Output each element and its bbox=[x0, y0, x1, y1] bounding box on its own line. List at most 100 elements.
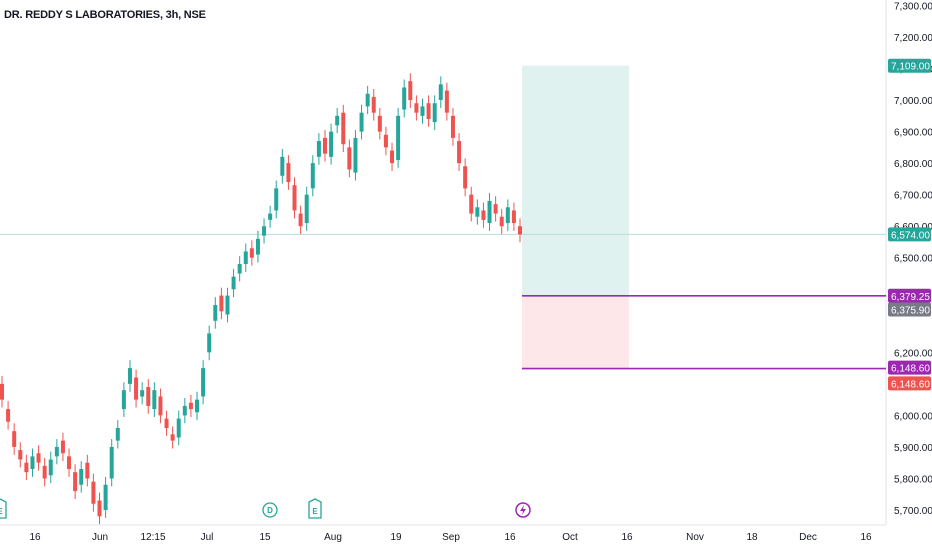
upper-line-price-tag-bg bbox=[888, 288, 931, 303]
candle-body bbox=[450, 115, 455, 138]
candle-body bbox=[188, 402, 193, 410]
candle-body bbox=[316, 141, 321, 157]
candle-body bbox=[12, 431, 17, 447]
candle-body bbox=[499, 216, 504, 227]
candle-body bbox=[255, 238, 260, 255]
candle-body bbox=[243, 251, 248, 265]
candle-body bbox=[444, 90, 449, 113]
candle bbox=[12, 423, 17, 455]
candle bbox=[73, 464, 78, 499]
candle bbox=[298, 205, 303, 235]
candle bbox=[499, 208, 504, 235]
candle bbox=[48, 451, 53, 484]
candle bbox=[268, 205, 273, 228]
candle-body bbox=[30, 456, 35, 470]
x-tick-label: Jul bbox=[201, 532, 214, 543]
x-tick-label: Dec bbox=[799, 532, 817, 543]
candle bbox=[0, 375, 4, 408]
dividend-marker-letter: D bbox=[267, 506, 273, 515]
candle bbox=[152, 382, 157, 417]
candle bbox=[390, 142, 395, 172]
x-tick-label: Aug bbox=[324, 532, 342, 543]
candle-body bbox=[487, 200, 492, 224]
candle bbox=[146, 379, 151, 414]
upper-line-price-tag: 6,379.25 bbox=[891, 292, 930, 303]
earnings-event-icon[interactable]: E bbox=[0, 498, 7, 519]
candle bbox=[286, 155, 291, 190]
x-tick-label: 15 bbox=[259, 532, 271, 543]
entry-price-tag: 6,375.90 bbox=[891, 305, 930, 316]
candle bbox=[347, 139, 352, 178]
candle-body bbox=[408, 81, 413, 101]
candle bbox=[310, 155, 315, 197]
candle-body bbox=[73, 472, 78, 492]
dividend-event-icon[interactable]: D bbox=[262, 502, 278, 518]
y-tick-label: 7,300.00 bbox=[894, 1, 932, 12]
candle-body bbox=[36, 453, 41, 463]
candle bbox=[54, 439, 59, 465]
candle-body bbox=[0, 383, 4, 400]
candle bbox=[518, 218, 522, 243]
candle-body bbox=[79, 469, 84, 485]
candle-body bbox=[298, 213, 303, 227]
flash-event-icon[interactable] bbox=[515, 502, 531, 518]
candle bbox=[438, 76, 443, 108]
candle-body bbox=[85, 462, 90, 479]
candle-body bbox=[249, 248, 254, 258]
candle-body bbox=[237, 264, 242, 274]
candle-body bbox=[54, 446, 59, 457]
target-price-tag: 7,109.00 bbox=[891, 62, 930, 73]
candle bbox=[493, 196, 498, 222]
chart-title: DR. REDDY S LABORATORIES, 3h, NSE bbox=[4, 9, 206, 21]
candle bbox=[237, 256, 242, 282]
dividend-marker-circle bbox=[262, 502, 278, 518]
candle-body bbox=[518, 226, 522, 235]
stop-zone[interactable] bbox=[522, 296, 629, 369]
x-tick-label: Sep bbox=[442, 532, 460, 543]
x-tick-label: 16 bbox=[29, 532, 41, 543]
y-tick-label: 5,700.00 bbox=[894, 506, 932, 517]
candle bbox=[115, 420, 120, 449]
candle bbox=[450, 107, 455, 146]
candle bbox=[231, 268, 236, 298]
y-tick-label: 6,700.00 bbox=[894, 191, 932, 202]
candle bbox=[195, 391, 200, 421]
candle-body bbox=[18, 450, 23, 460]
candle bbox=[85, 454, 90, 487]
target-zone[interactable] bbox=[522, 65, 629, 297]
candle-body bbox=[469, 194, 474, 214]
candle bbox=[207, 325, 212, 361]
candle-body bbox=[195, 399, 200, 413]
candle-body bbox=[463, 166, 468, 189]
candle bbox=[341, 104, 346, 153]
candle-body bbox=[231, 276, 236, 290]
candle-body bbox=[286, 163, 291, 183]
candle bbox=[225, 287, 230, 323]
x-tick-label: 18 bbox=[746, 532, 758, 543]
candle-body bbox=[127, 368, 132, 384]
candle-body bbox=[432, 103, 437, 123]
earnings-event-icon[interactable]: E bbox=[308, 498, 322, 519]
candle bbox=[292, 177, 297, 219]
candle bbox=[243, 243, 248, 272]
candle bbox=[329, 123, 334, 165]
candle bbox=[67, 448, 72, 477]
candle-body bbox=[511, 210, 516, 224]
candle-body bbox=[475, 207, 480, 217]
candle-body bbox=[213, 305, 218, 321]
candle bbox=[170, 426, 175, 449]
candle bbox=[24, 454, 29, 481]
candle bbox=[377, 107, 382, 140]
candle-body bbox=[268, 213, 273, 220]
candle-body bbox=[420, 106, 425, 116]
y-tick-label: 7,000.00 bbox=[894, 96, 932, 107]
candle-body bbox=[304, 194, 309, 224]
candle bbox=[121, 382, 126, 417]
candle bbox=[505, 199, 510, 231]
candle bbox=[335, 107, 340, 134]
candle-body bbox=[146, 387, 151, 406]
candle bbox=[481, 202, 486, 228]
candle bbox=[444, 82, 449, 121]
candle-body bbox=[396, 115, 401, 160]
